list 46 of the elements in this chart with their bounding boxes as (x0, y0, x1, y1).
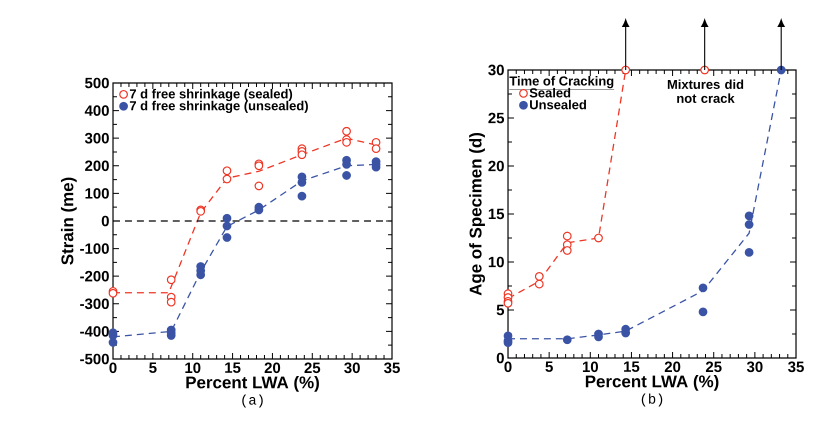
y-tick-label: -400 (80, 326, 109, 337)
y-tick-label: 30 (488, 64, 504, 76)
legend-label: Sealed (530, 88, 570, 98)
x-tick-label: 5 (545, 362, 553, 372)
legend-title: Time of Cracking (509, 76, 614, 88)
y-tick-label: -100 (80, 243, 109, 254)
y-tick-label: 0 (496, 352, 504, 364)
x-tick-label: 10 (185, 362, 200, 374)
y-tick-label: 10 (488, 256, 504, 268)
x-axis-title: Percent LWA (%) (186, 376, 319, 392)
y-tick-label: -300 (80, 298, 109, 310)
x-tick-label: 25 (304, 362, 320, 374)
y-tick-label: 20 (488, 160, 504, 172)
y-tick-label: 5 (496, 304, 504, 316)
y-axis-title: Strain (me) (60, 178, 77, 265)
y-tick-label: 25 (488, 112, 504, 124)
y-tick-label: 0 (102, 216, 109, 226)
y-tick-label: 100 (85, 188, 109, 199)
y-tick-label: 200 (85, 160, 109, 172)
y-tick-label: 300 (84, 132, 109, 144)
x-tick-label: 0 (109, 362, 117, 374)
legend-label: 7 d free shrinkage (unsealed) (130, 100, 308, 113)
y-axis-title: Age of Specimen (d) (469, 132, 486, 296)
x-tick-label: 20 (664, 362, 680, 372)
x-tick-label: 30 (344, 362, 360, 374)
annotation: Mixtures did not crack (668, 79, 744, 103)
y-tick-label: 15 (488, 208, 504, 220)
y-tick-label: -200 (80, 270, 109, 282)
x-tick-label: 25 (706, 362, 722, 372)
x-tick-label: 15 (225, 362, 240, 373)
x-tick-label: 15 (624, 362, 640, 372)
x-tick-label: 10 (582, 362, 598, 372)
legend-label: 7 d free shrinkage (sealed) (130, 88, 292, 102)
x-tick-label: 30 (746, 362, 763, 372)
y-tick-label: 400 (84, 105, 109, 116)
x-axis-title: Percent LWA (%) (586, 374, 718, 391)
legend-label: Unsealed (530, 100, 586, 110)
text: (a) (242, 394, 263, 408)
x-tick-label: 35 (384, 362, 400, 374)
x-tick-label: 0 (504, 362, 512, 372)
x-tick-label: 20 (264, 362, 280, 374)
y-tick-label: -500 (80, 354, 109, 364)
y-tick-label: 500 (85, 78, 109, 88)
text: (b) (642, 393, 662, 406)
x-tick-label: 35 (788, 362, 804, 372)
x-tick-label: 5 (149, 362, 157, 373)
